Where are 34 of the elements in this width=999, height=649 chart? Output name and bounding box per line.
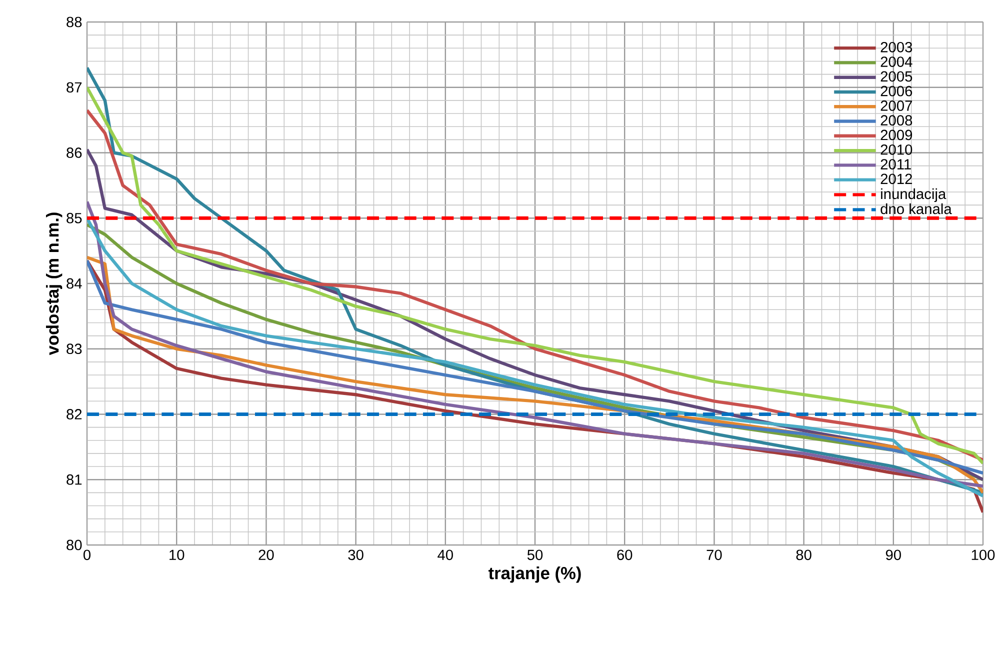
x-axis-title: trajanje (%) [488, 566, 581, 583]
y-tick-label: 87 [66, 82, 82, 93]
legend-label: 2009 [880, 130, 912, 140]
x-tick-label: 10 [170, 550, 184, 560]
y-tick-label: 86 [66, 148, 82, 158]
x-tick-label: 40 [438, 550, 453, 560]
y-tick-label: 80 [66, 540, 82, 550]
legend-label: 2003 [880, 42, 912, 52]
x-tick-label: 30 [348, 550, 364, 560]
x-tick-label: 60 [617, 550, 632, 560]
legend-label: 2005 [880, 71, 912, 82]
y-tick-label: 83 [66, 344, 82, 354]
legend-label: 2007 [880, 100, 912, 111]
x-tick-label: 100 [972, 550, 995, 560]
legend-label: 2004 [880, 56, 912, 67]
y-tick-label: 84 [66, 278, 82, 289]
y-tick-label: 81 [66, 474, 82, 485]
legend-label: 2012 [880, 174, 912, 184]
y-tick-label: 88 [66, 16, 82, 28]
x-tick-label: 90 [886, 550, 901, 560]
x-tick-label: 20 [258, 550, 274, 560]
y-tick-label: 85 [66, 212, 82, 224]
legend-label: 2011 [880, 159, 911, 170]
y-tick-label: 82 [66, 409, 82, 420]
x-tick-label: 80 [796, 550, 812, 560]
x-tick-label: 50 [527, 550, 543, 560]
legend-label: dno kanala [880, 203, 952, 214]
legend-label: 2010 [880, 144, 912, 155]
legend-label: inundacija [881, 188, 946, 202]
legend-label: 2008 [880, 115, 912, 126]
y-axis-title: vodostaj (m n.m.) [46, 212, 62, 356]
legend-label: 2006 [880, 86, 912, 96]
x-tick-label: 70 [706, 550, 722, 560]
x-tick-label: 0 [83, 550, 90, 560]
